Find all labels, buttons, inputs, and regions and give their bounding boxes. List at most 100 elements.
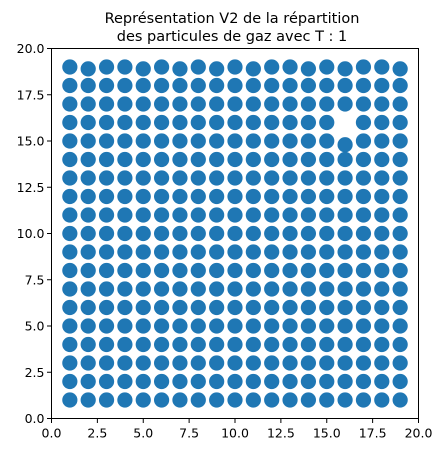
data-point	[80, 355, 96, 371]
data-point	[337, 77, 353, 94]
data-point	[264, 262, 280, 279]
data-point	[190, 262, 206, 279]
data-point	[282, 114, 298, 131]
data-point	[117, 59, 133, 75]
x-tick-label: 12.5	[267, 426, 295, 441]
data-point	[355, 188, 372, 205]
data-point	[355, 392, 372, 408]
data-point	[355, 299, 372, 316]
data-point	[154, 281, 170, 297]
data-point	[282, 318, 298, 334]
data-point	[135, 114, 151, 131]
data-point	[319, 133, 335, 149]
data-point	[374, 133, 390, 149]
data-point	[282, 336, 298, 353]
data-point	[282, 96, 298, 112]
data-point	[190, 225, 206, 242]
data-point	[172, 373, 188, 390]
data-point	[190, 170, 206, 186]
data-point	[264, 170, 280, 186]
data-point	[80, 77, 96, 94]
data-point	[227, 59, 243, 75]
data-point	[245, 188, 261, 205]
data-point	[337, 355, 353, 371]
data-point	[154, 77, 170, 94]
data-point	[319, 96, 335, 112]
x-tick-label: 2.5	[87, 426, 107, 441]
data-point	[209, 244, 225, 260]
data-point	[245, 281, 261, 297]
data-point	[62, 392, 78, 408]
data-point	[282, 392, 298, 408]
data-point	[300, 318, 316, 334]
data-point	[80, 299, 96, 316]
data-point	[172, 225, 188, 242]
data-point	[80, 96, 96, 112]
x-tick-label: 10.0	[221, 426, 249, 441]
data-point	[300, 61, 316, 77]
data-point	[392, 262, 408, 279]
data-point	[227, 170, 243, 186]
data-point	[62, 225, 78, 242]
data-point	[282, 262, 298, 279]
data-point	[245, 299, 261, 316]
data-point	[80, 114, 96, 131]
data-point	[98, 133, 115, 149]
data-point	[190, 355, 206, 371]
data-point	[172, 151, 188, 168]
data-point	[62, 151, 78, 168]
data-point	[392, 77, 408, 94]
data-point	[62, 114, 78, 131]
data-points	[62, 59, 408, 408]
data-point	[392, 244, 408, 260]
data-point	[209, 373, 225, 390]
data-point	[80, 392, 96, 408]
data-point	[300, 336, 316, 353]
data-point	[209, 61, 225, 77]
data-point	[117, 244, 133, 260]
data-point	[209, 392, 225, 408]
data-point	[172, 114, 188, 131]
data-point	[282, 355, 298, 371]
data-point	[245, 225, 261, 242]
data-point	[62, 244, 78, 260]
data-point	[355, 281, 372, 297]
data-point	[154, 114, 170, 131]
data-point	[245, 244, 261, 260]
data-point	[264, 188, 280, 205]
data-point	[80, 336, 96, 353]
data-point	[80, 318, 96, 334]
data-point	[319, 225, 335, 242]
data-point	[117, 207, 133, 223]
data-point	[135, 262, 151, 279]
data-point	[135, 96, 151, 112]
data-point	[374, 151, 390, 168]
data-point	[245, 207, 261, 223]
data-point	[135, 318, 151, 334]
data-point	[154, 225, 170, 242]
data-point	[245, 355, 261, 371]
data-point	[190, 336, 206, 353]
data-point	[117, 355, 133, 371]
data-point	[117, 262, 133, 279]
data-point	[190, 207, 206, 223]
data-point	[209, 170, 225, 186]
data-point	[264, 151, 280, 168]
data-point	[355, 225, 372, 242]
data-point	[209, 355, 225, 371]
data-point	[264, 114, 280, 131]
data-point	[154, 151, 170, 168]
data-point	[227, 281, 243, 297]
data-point	[264, 133, 280, 149]
data-point	[154, 318, 170, 334]
data-point	[227, 151, 243, 168]
data-point	[392, 318, 408, 334]
data-point	[154, 133, 170, 149]
data-point	[300, 262, 316, 279]
data-point	[135, 281, 151, 297]
data-point	[135, 207, 151, 223]
data-point	[227, 244, 243, 260]
data-point	[392, 61, 408, 77]
data-point	[337, 281, 353, 297]
data-point	[374, 188, 390, 205]
